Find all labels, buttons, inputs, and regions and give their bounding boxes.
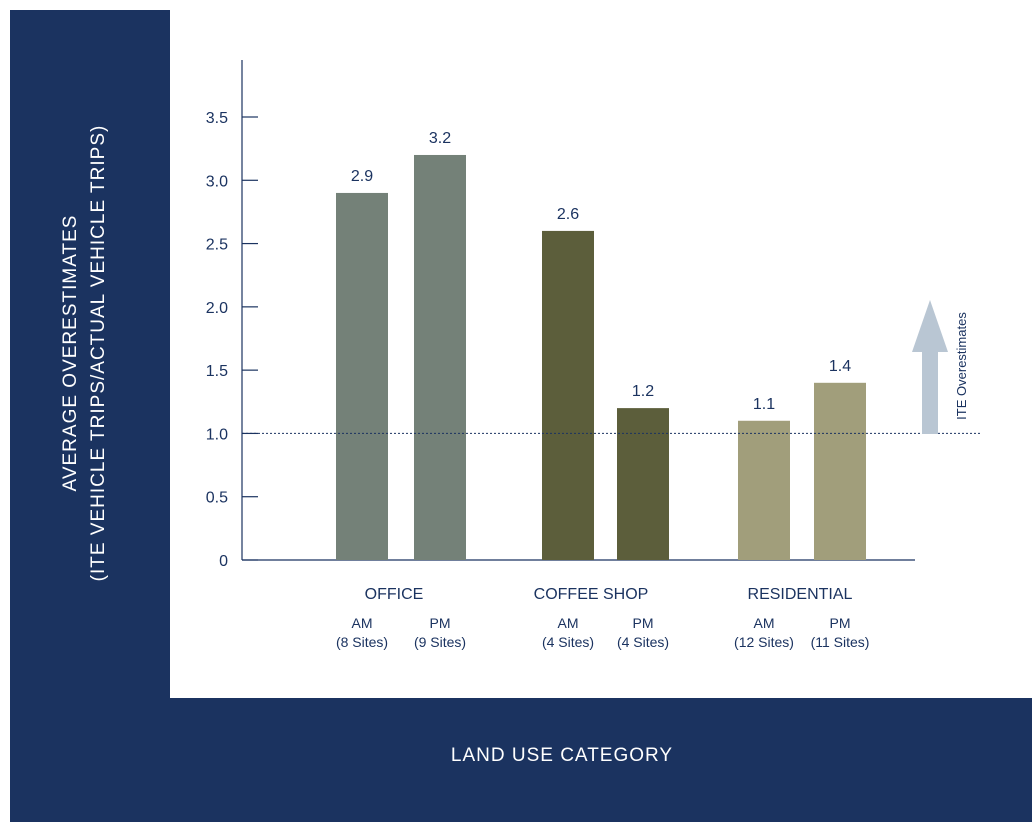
bar-sites-label: (4 Sites) <box>617 634 669 650</box>
bar-period-label: PM <box>430 615 451 631</box>
category-label: COFFEE SHOP <box>534 586 649 603</box>
y-tick-label: 0 <box>219 553 228 570</box>
plot-panel <box>170 10 1032 698</box>
bar-sites-label: (12 Sites) <box>734 634 794 650</box>
bar-value-label: 2.6 <box>557 206 579 223</box>
y-tick-label: 2.5 <box>206 237 228 254</box>
bar-sites-label: (8 Sites) <box>336 634 388 650</box>
bar-value-label: 1.1 <box>753 396 775 413</box>
y-tick-label: 1.5 <box>206 363 228 380</box>
bar-sites-label: (9 Sites) <box>414 634 466 650</box>
bar <box>414 154 466 560</box>
bar <box>617 408 669 560</box>
y-tick-label: 1.0 <box>206 426 228 443</box>
y-tick-label: 3.5 <box>206 110 228 127</box>
up-arrow-icon <box>912 300 948 352</box>
up-arrow-icon-shaft <box>922 350 938 434</box>
category-label: OFFICE <box>365 586 424 603</box>
bar-value-label: 2.9 <box>351 168 373 185</box>
bar-period-label: PM <box>830 615 851 631</box>
bar-period-label: PM <box>633 615 654 631</box>
annotation-label: ITE Overestimates <box>954 312 969 420</box>
bar-value-label: 1.2 <box>632 383 654 400</box>
bar-period-label: AM <box>558 615 579 631</box>
bar <box>336 192 388 560</box>
bar-value-label: 3.2 <box>429 130 451 147</box>
bar-period-label: AM <box>352 615 373 631</box>
bar-sites-label: (11 Sites) <box>811 634 870 650</box>
bar <box>738 420 790 560</box>
x-axis-label: LAND USE CATEGORY <box>450 745 674 766</box>
y-tick-label: 2.0 <box>206 300 228 317</box>
bar <box>542 230 594 560</box>
y-tick-label: 0.5 <box>206 490 228 507</box>
y-tick-label: 3.0 <box>206 173 228 190</box>
bar-value-label: 1.4 <box>829 358 851 375</box>
bar-period-label: AM <box>754 615 775 631</box>
category-label: RESIDENTIAL <box>748 586 853 603</box>
bar <box>814 382 866 560</box>
bar-sites-label: (4 Sites) <box>542 634 594 650</box>
